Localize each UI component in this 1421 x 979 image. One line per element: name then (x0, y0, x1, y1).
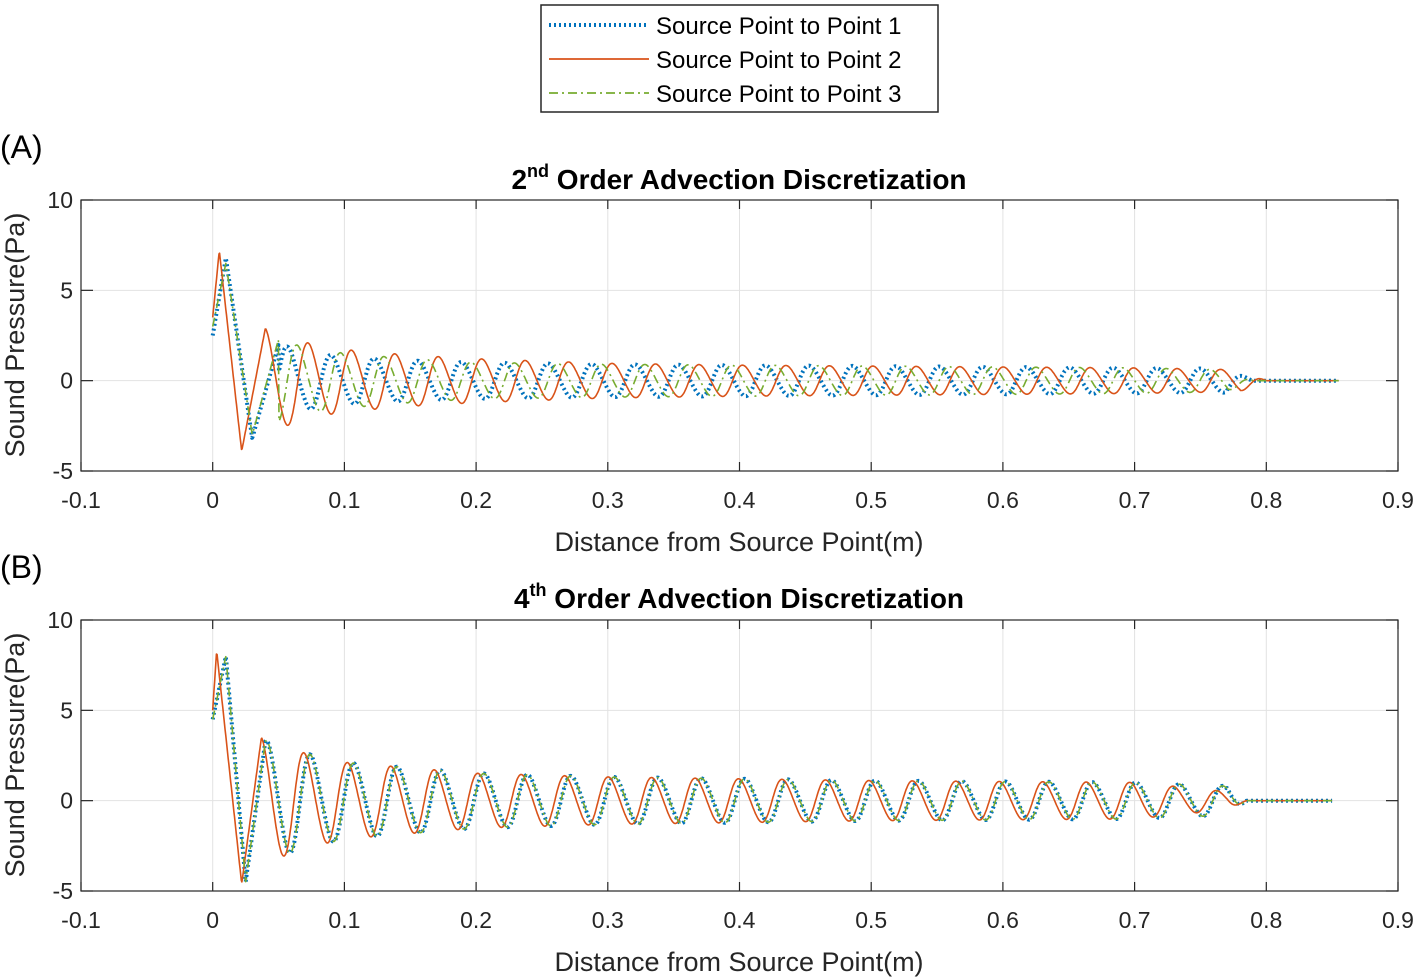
y-tick-label-b: 0 (60, 788, 73, 814)
legend-label-3: Source Point to Point 3 (656, 81, 901, 108)
x-tick-label-b: 0.8 (1250, 907, 1282, 933)
panel-label-a: (A) (0, 129, 43, 165)
legend-label-1: Source Point to Point 1 (656, 13, 901, 40)
x-tick-label-b: 0.1 (328, 907, 360, 933)
x-tick-label-b: 0.6 (987, 907, 1019, 933)
x-tick-label-a: 0.7 (1119, 487, 1151, 513)
legend-label-2: Source Point to Point 2 (656, 47, 901, 74)
y-tick-label-b: 10 (47, 607, 73, 633)
chart-panel-b: (B) 4th Order Advection Discretization -… (0, 549, 1414, 977)
x-tick-label-b: -0.1 (61, 907, 101, 933)
legend: Source Point to Point 1 Source Point to … (540, 4, 939, 113)
y-tick-label-a: 0 (60, 368, 73, 394)
x-tick-label-a: 0.9 (1382, 487, 1414, 513)
series-line-point-1 (210, 256, 1341, 440)
x-tick-label-a: -0.1 (61, 487, 101, 513)
x-axis-label-b: Distance from Source Point(m) (554, 947, 923, 977)
chart-title-b: 4th Order Advection Discretization (514, 580, 964, 614)
y-axis-label-b: Sound Pressure(Pa) (0, 633, 30, 878)
x-tick-label-b: 0.3 (592, 907, 624, 933)
x-tick-label-b: 0.5 (855, 907, 887, 933)
y-tick-label-a: 5 (60, 277, 73, 303)
x-tick-label-a: 0.4 (724, 487, 756, 513)
x-tick-label-a: 0 (206, 487, 219, 513)
x-tick-label-b: 0 (206, 907, 219, 933)
x-tick-label-b: 0.9 (1382, 907, 1414, 933)
panel-label-b: (B) (0, 549, 43, 585)
x-tick-label-a: 0.5 (855, 487, 887, 513)
y-tick-label-a: 10 (47, 187, 73, 213)
x-tick-label-a: 0.2 (460, 487, 492, 513)
series-line-point-2 (211, 653, 1333, 883)
series-line-point-1 (210, 654, 1334, 884)
chart-title-a: 2nd Order Advection Discretization (511, 161, 966, 195)
y-tick-label-b: -5 (53, 878, 73, 904)
x-tick-label-a: 0.3 (592, 487, 624, 513)
y-tick-label-b: 5 (60, 697, 73, 723)
x-tick-label-a: 0.8 (1250, 487, 1282, 513)
x-tick-label-b: 0.7 (1119, 907, 1151, 933)
series-line-point-2 (211, 252, 1339, 451)
series-line-point-3 (211, 262, 1339, 436)
chart-panel-a: (A) 2nd Order Advection Discretization -… (0, 129, 1414, 557)
series-line-point-3 (211, 655, 1333, 883)
x-axis-label-a: Distance from Source Point(m) (554, 527, 923, 557)
y-tick-label-a: -5 (53, 458, 73, 484)
x-tick-label-b: 0.2 (460, 907, 492, 933)
y-axis-label-a: Sound Pressure(Pa) (0, 213, 30, 458)
x-tick-label-a: 0.6 (987, 487, 1019, 513)
x-tick-label-b: 0.4 (724, 907, 756, 933)
x-tick-label-a: 0.1 (328, 487, 360, 513)
